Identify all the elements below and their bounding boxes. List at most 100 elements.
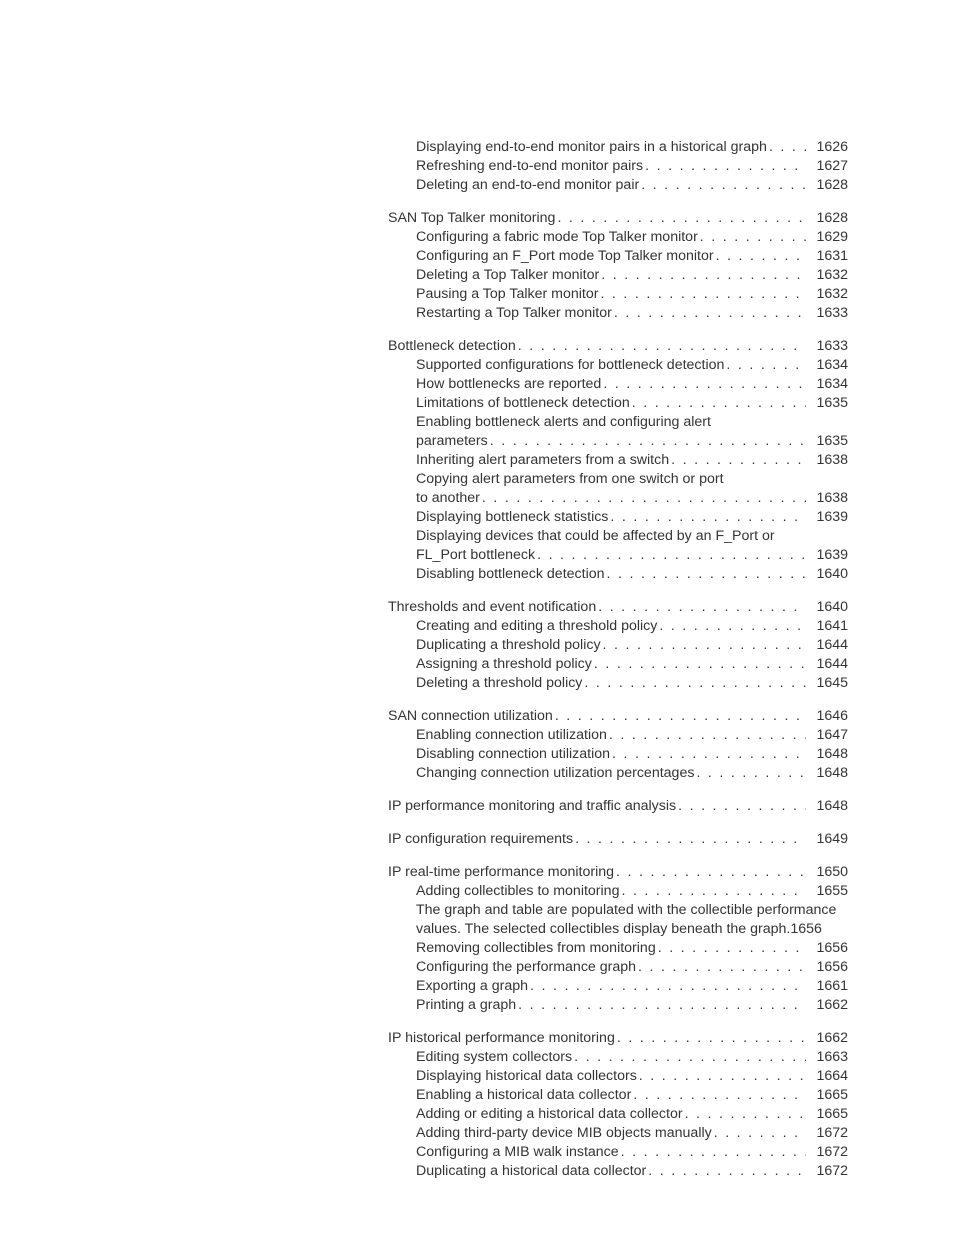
toc-entry-label: Refreshing end-to-end monitor pairs xyxy=(416,157,643,176)
toc-entry[interactable]: SAN Top Talker monitoring1628 xyxy=(388,209,848,228)
toc-entry[interactable]: Thresholds and event notification1640 xyxy=(388,598,848,617)
toc-entry[interactable]: parameters1635 xyxy=(388,432,848,451)
toc-entry[interactable]: Adding collectibles to monitoring1655 xyxy=(388,882,848,901)
toc-entry-page: 1632 xyxy=(808,266,848,285)
toc-entry[interactable]: Pausing a Top Talker monitor1632 xyxy=(388,285,848,304)
toc-entry[interactable]: Configuring a MIB walk instance1672 xyxy=(388,1143,848,1162)
toc-entry[interactable]: Disabling connection utilization1648 xyxy=(388,745,848,764)
toc-entry[interactable]: Exporting a graph1661 xyxy=(388,977,848,996)
toc-dot-leader xyxy=(598,598,806,617)
toc-entry-label: The graph and table are populated with t… xyxy=(416,902,836,937)
toc-dot-leader xyxy=(575,830,806,849)
toc-entry-label: Adding third-party device MIB objects ma… xyxy=(416,1124,712,1143)
toc-dot-leader xyxy=(671,451,806,470)
toc-entry[interactable]: Configuring an F_Port mode Top Talker mo… xyxy=(388,247,848,266)
toc-entry[interactable]: Editing system collectors1663 xyxy=(388,1048,848,1067)
toc-entry-label: Displaying bottleneck statistics xyxy=(416,508,608,527)
toc-entry[interactable]: SAN connection utilization1646 xyxy=(388,707,848,726)
toc-text-line: The graph and table are populated with t… xyxy=(388,901,848,939)
toc-dot-leader xyxy=(607,565,807,584)
toc-entry[interactable]: Configuring the performance graph1656 xyxy=(388,958,848,977)
toc-entry-label: Restarting a Top Talker monitor xyxy=(416,304,612,323)
toc-entry-page: 1632 xyxy=(808,285,848,304)
toc-entry-page: 1656 xyxy=(808,958,848,977)
toc-entry[interactable]: Displaying end-to-end monitor pairs in a… xyxy=(388,138,848,157)
toc-dot-leader xyxy=(658,939,806,958)
toc-entry-page: 1635 xyxy=(808,432,848,451)
toc-entry-page: 1665 xyxy=(808,1086,848,1105)
toc-entry-page: 1635 xyxy=(808,394,848,413)
toc-dot-leader xyxy=(616,863,806,882)
toc-dot-leader xyxy=(537,546,806,565)
toc-entry[interactable]: IP configuration requirements1649 xyxy=(388,830,848,849)
toc-entry-page: 1638 xyxy=(808,451,848,470)
toc-entry-page: 1634 xyxy=(808,356,848,375)
toc-entry[interactable]: Restarting a Top Talker monitor1633 xyxy=(388,304,848,323)
toc-entry[interactable]: Supported configurations for bottleneck … xyxy=(388,356,848,375)
toc-block: IP historical performance monitoring1662… xyxy=(388,1029,848,1181)
toc-entry-label: IP historical performance monitoring xyxy=(388,1029,615,1048)
toc-entry[interactable]: Duplicating a historical data collector1… xyxy=(388,1162,848,1181)
toc-entry[interactable]: Enabling connection utilization 1647 xyxy=(388,726,848,745)
toc-dot-leader xyxy=(639,1067,806,1086)
toc-entry-page: 1633 xyxy=(808,337,848,356)
toc-entry[interactable]: Changing connection utilization percenta… xyxy=(388,764,848,783)
toc-dot-leader xyxy=(659,617,806,636)
toc-page: Displaying end-to-end monitor pairs in a… xyxy=(0,0,954,1235)
toc-dot-leader xyxy=(726,356,806,375)
toc-entry[interactable]: IP historical performance monitoring1662 xyxy=(388,1029,848,1048)
toc-entry[interactable]: Displaying historical data collectors166… xyxy=(388,1067,848,1086)
toc-entry[interactable]: IP real-time performance monitoring1650 xyxy=(388,863,848,882)
toc-entry-page: 1634 xyxy=(808,375,848,394)
toc-entry-page: 1627 xyxy=(808,157,848,176)
toc-block: SAN connection utilization1646Enabling c… xyxy=(388,707,848,783)
toc-entry[interactable]: Creating and editing a threshold policy1… xyxy=(388,617,848,636)
toc-dot-leader xyxy=(574,1048,806,1067)
toc-entry[interactable]: Removing collectibles from monitoring165… xyxy=(388,939,848,958)
toc-dot-leader xyxy=(621,1143,806,1162)
toc-entry[interactable]: Printing a graph1662 xyxy=(388,996,848,1015)
toc-entry-label: Adding collectibles to monitoring xyxy=(416,882,619,901)
toc-entry[interactable]: to another1638 xyxy=(388,489,848,508)
toc-entry[interactable]: Deleting a threshold policy1645 xyxy=(388,674,848,693)
toc-entry-page: 1645 xyxy=(808,674,848,693)
toc-dot-leader xyxy=(603,636,806,655)
toc-entry-page: 1644 xyxy=(808,655,848,674)
toc-entry-label: Configuring a fabric mode Top Talker mon… xyxy=(416,228,698,247)
toc-entry-page: 1650 xyxy=(808,863,848,882)
toc-entry-label: Assigning a threshold policy xyxy=(416,655,592,674)
toc-entry[interactable]: FL_Port bottleneck1639 xyxy=(388,546,848,565)
toc-entry[interactable]: Displaying bottleneck statistics 1639 xyxy=(388,508,848,527)
toc-dot-leader xyxy=(678,797,806,816)
toc-entry[interactable]: Refreshing end-to-end monitor pairs 1627 xyxy=(388,157,848,176)
toc-entry[interactable]: How bottlenecks are reported1634 xyxy=(388,375,848,394)
toc-entry-label: Configuring a MIB walk instance xyxy=(416,1143,619,1162)
toc-entry-label: Supported configurations for bottleneck … xyxy=(416,356,724,375)
toc-dot-leader xyxy=(555,707,806,726)
toc-dot-leader xyxy=(584,674,806,693)
toc-entry[interactable]: Limitations of bottleneck detection1635 xyxy=(388,394,848,413)
toc-entry[interactable]: Adding third-party device MIB objects ma… xyxy=(388,1124,848,1143)
toc-entry[interactable]: Assigning a threshold policy 1644 xyxy=(388,655,848,674)
toc-entry-label: Exporting a graph xyxy=(416,977,528,996)
toc-dot-leader xyxy=(716,247,806,266)
toc-entry[interactable]: IP performance monitoring and traffic an… xyxy=(388,797,848,816)
toc-entry[interactable]: Configuring a fabric mode Top Talker mon… xyxy=(388,228,848,247)
toc-entry-label: Editing system collectors xyxy=(416,1048,572,1067)
toc-entry[interactable]: Deleting a Top Talker monitor1632 xyxy=(388,266,848,285)
toc-entry[interactable]: Disabling bottleneck detection1640 xyxy=(388,565,848,584)
toc-entry-page: 1648 xyxy=(808,745,848,764)
toc-entry-label: Copying alert parameters from one switch… xyxy=(416,470,724,489)
toc-dot-leader xyxy=(614,304,806,323)
toc-entry[interactable]: Deleting an end-to-end monitor pair1628 xyxy=(388,176,848,195)
toc-entry[interactable]: Bottleneck detection1633 xyxy=(388,337,848,356)
toc-block: SAN Top Talker monitoring1628Configuring… xyxy=(388,209,848,323)
toc-dot-leader xyxy=(600,285,806,304)
toc-entry[interactable]: Adding or editing a historical data coll… xyxy=(388,1105,848,1124)
toc-entry[interactable]: Enabling a historical data collector1665 xyxy=(388,1086,848,1105)
toc-entry-label: Configuring an F_Port mode Top Talker mo… xyxy=(416,247,714,266)
toc-entry-page: 1639 xyxy=(808,508,848,527)
toc-entry-label: Deleting an end-to-end monitor pair xyxy=(416,176,639,195)
toc-entry[interactable]: Duplicating a threshold policy1644 xyxy=(388,636,848,655)
toc-entry[interactable]: Inheriting alert parameters from a switc… xyxy=(388,451,848,470)
